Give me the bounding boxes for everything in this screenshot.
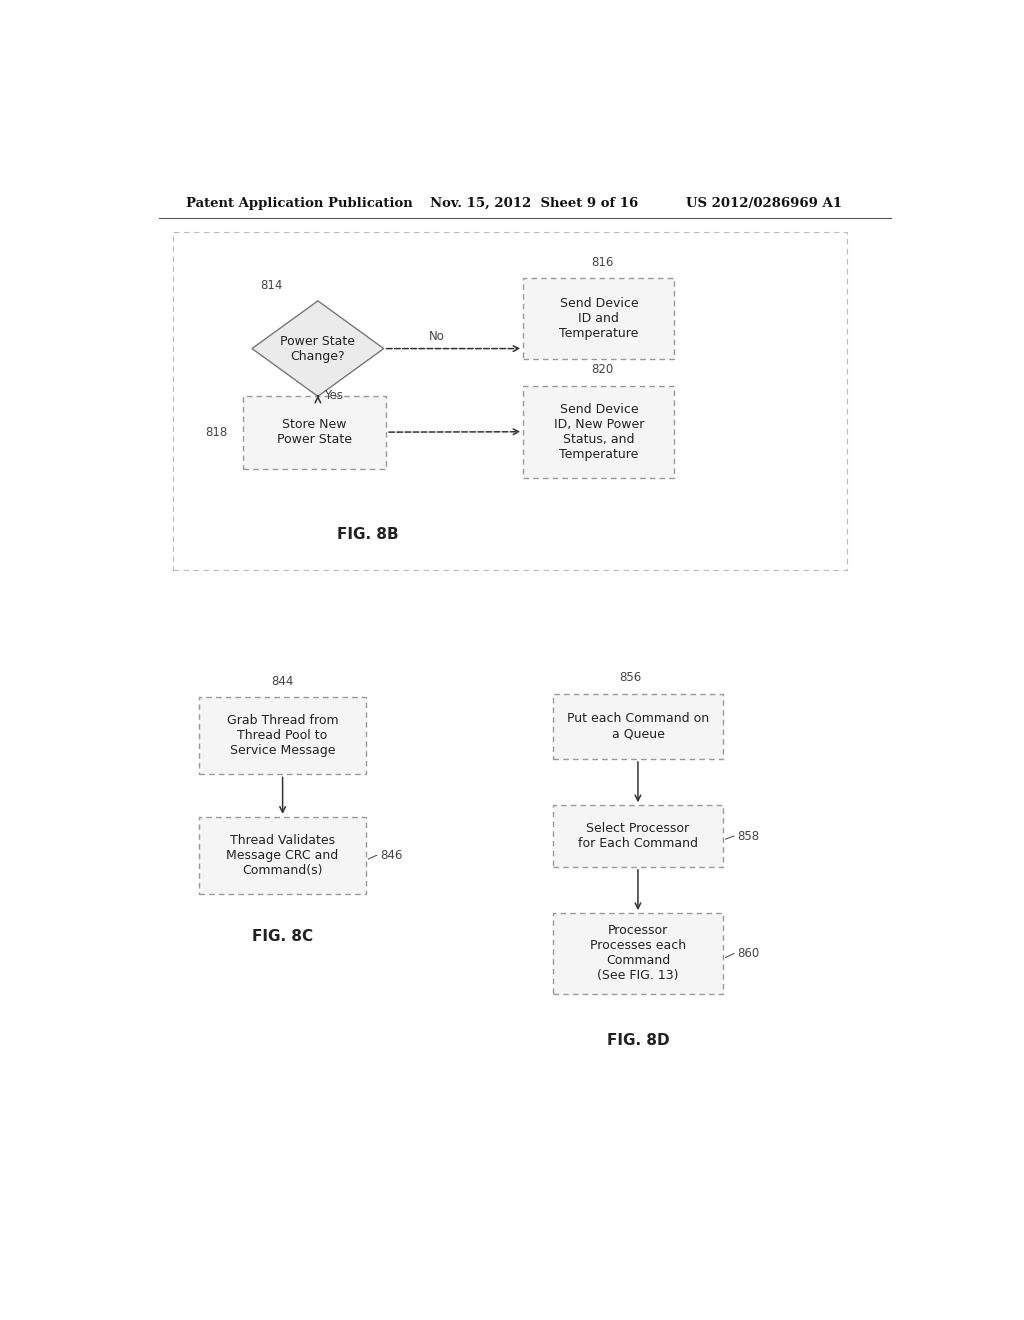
Text: FIG. 8B: FIG. 8B bbox=[338, 527, 399, 541]
Text: Yes: Yes bbox=[324, 389, 343, 403]
Bar bbox=[173, 231, 847, 570]
FancyBboxPatch shape bbox=[243, 396, 386, 469]
Text: No: No bbox=[429, 330, 444, 343]
FancyBboxPatch shape bbox=[553, 805, 723, 867]
Text: 860: 860 bbox=[737, 946, 760, 960]
Text: 844: 844 bbox=[271, 675, 294, 688]
Text: Thread Validates
Message CRC and
Command(s): Thread Validates Message CRC and Command… bbox=[226, 834, 339, 876]
FancyBboxPatch shape bbox=[553, 913, 723, 994]
Text: Store New
Power State: Store New Power State bbox=[276, 418, 352, 446]
Text: 846: 846 bbox=[380, 849, 402, 862]
FancyBboxPatch shape bbox=[200, 817, 366, 894]
Text: FIG. 8D: FIG. 8D bbox=[606, 1032, 670, 1048]
Text: 816: 816 bbox=[592, 256, 613, 268]
FancyBboxPatch shape bbox=[200, 697, 366, 775]
Text: Select Processor
for Each Command: Select Processor for Each Command bbox=[578, 822, 698, 850]
Text: 820: 820 bbox=[592, 363, 613, 376]
Text: 818: 818 bbox=[205, 425, 227, 438]
Text: Power State
Change?: Power State Change? bbox=[281, 334, 355, 363]
Text: Nov. 15, 2012  Sheet 9 of 16: Nov. 15, 2012 Sheet 9 of 16 bbox=[430, 197, 639, 210]
Text: Send Device
ID, New Power
Status, and
Temperature: Send Device ID, New Power Status, and Te… bbox=[554, 403, 644, 461]
Text: 856: 856 bbox=[620, 672, 641, 684]
FancyBboxPatch shape bbox=[523, 385, 675, 478]
FancyBboxPatch shape bbox=[523, 277, 675, 359]
Text: 814: 814 bbox=[261, 279, 283, 292]
FancyBboxPatch shape bbox=[553, 693, 723, 759]
Text: US 2012/0286969 A1: US 2012/0286969 A1 bbox=[686, 197, 842, 210]
Text: FIG. 8C: FIG. 8C bbox=[253, 928, 313, 944]
Polygon shape bbox=[252, 301, 384, 396]
Text: Grab Thread from
Thread Pool to
Service Message: Grab Thread from Thread Pool to Service … bbox=[226, 714, 338, 758]
Text: Patent Application Publication: Patent Application Publication bbox=[186, 197, 413, 210]
Text: Put each Command on
a Queue: Put each Command on a Queue bbox=[567, 713, 709, 741]
Text: 858: 858 bbox=[737, 829, 759, 842]
Text: Send Device
ID and
Temperature: Send Device ID and Temperature bbox=[559, 297, 639, 339]
Text: Processor
Processes each
Command
(See FIG. 13): Processor Processes each Command (See FI… bbox=[590, 924, 686, 982]
